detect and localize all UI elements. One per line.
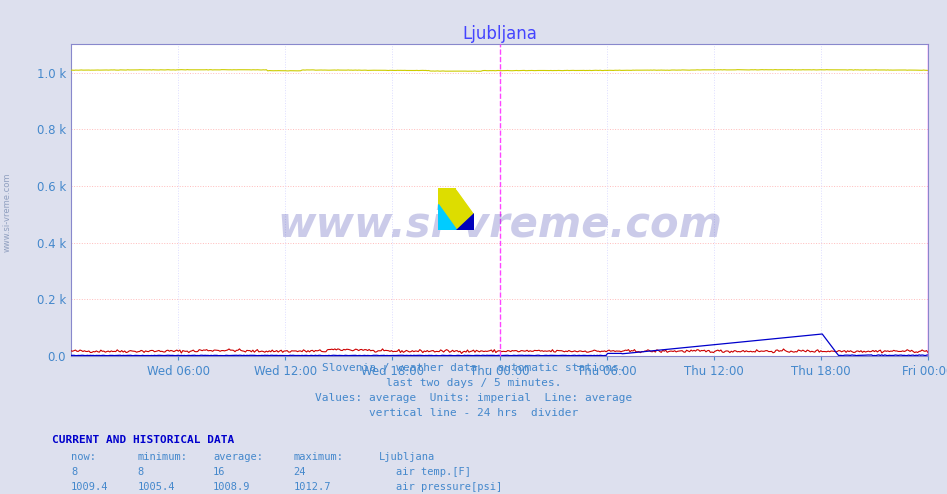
- Text: 1008.9: 1008.9: [213, 482, 251, 492]
- Polygon shape: [456, 188, 474, 205]
- Text: air temp.[F]: air temp.[F]: [396, 467, 471, 477]
- Text: vertical line - 24 hrs  divider: vertical line - 24 hrs divider: [369, 408, 578, 417]
- Text: average:: average:: [213, 452, 263, 462]
- Text: Values: average  Units: imperial  Line: average: Values: average Units: imperial Line: av…: [314, 393, 633, 403]
- Title: Ljubljana: Ljubljana: [462, 25, 537, 43]
- Text: Slovenia / weather data - automatic stations.: Slovenia / weather data - automatic stat…: [322, 363, 625, 373]
- Text: minimum:: minimum:: [137, 452, 188, 462]
- Text: 24: 24: [294, 467, 306, 477]
- Text: 8: 8: [71, 467, 78, 477]
- Text: 1005.4: 1005.4: [137, 482, 175, 492]
- Text: 8: 8: [137, 467, 144, 477]
- Text: last two days / 5 minutes.: last two days / 5 minutes.: [385, 378, 562, 388]
- Polygon shape: [456, 188, 474, 213]
- Polygon shape: [438, 205, 456, 230]
- Text: www.si-vreme.com: www.si-vreme.com: [277, 204, 722, 246]
- Text: 16: 16: [213, 467, 225, 477]
- Text: now:: now:: [71, 452, 96, 462]
- Text: maximum:: maximum:: [294, 452, 344, 462]
- Text: www.si-vreme.com: www.si-vreme.com: [3, 173, 12, 252]
- Text: air pressure[psi]: air pressure[psi]: [396, 482, 502, 492]
- Text: CURRENT AND HISTORICAL DATA: CURRENT AND HISTORICAL DATA: [52, 435, 234, 445]
- Text: 1012.7: 1012.7: [294, 482, 331, 492]
- Text: 1009.4: 1009.4: [71, 482, 109, 492]
- Text: Ljubljana: Ljubljana: [379, 452, 435, 462]
- Polygon shape: [456, 213, 474, 230]
